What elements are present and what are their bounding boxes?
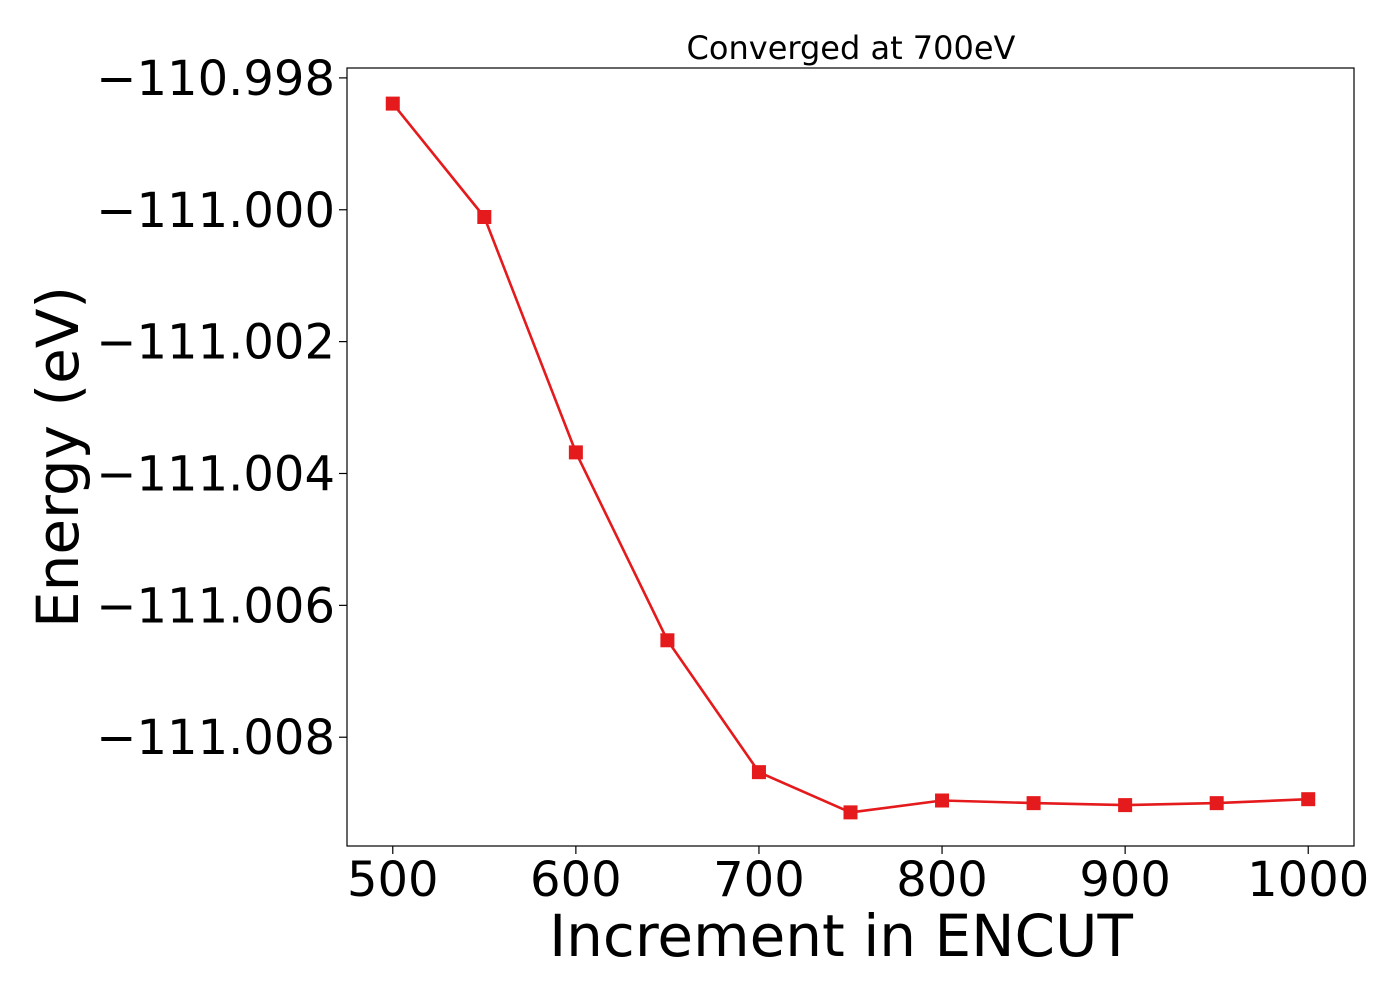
plot-frame xyxy=(346,67,1355,847)
x-axis-label: Increment in ENCUT xyxy=(549,902,1133,970)
data-point xyxy=(477,210,492,225)
series-line xyxy=(391,102,1309,814)
data-point xyxy=(843,805,858,820)
data-point xyxy=(1118,798,1133,813)
chart-title: Converged at 700eV xyxy=(687,29,1016,67)
x-tick-label: 500 xyxy=(347,852,439,908)
x-tick-label: 1000 xyxy=(1247,852,1369,908)
y-axis: −110.998 −111.000 −111.002 −111.004 −111.006… xyxy=(96,51,347,766)
x-tick-label: 800 xyxy=(896,852,988,908)
data-point xyxy=(1026,796,1041,811)
data-point xyxy=(1301,792,1316,807)
y-tick-label: −111.008 xyxy=(96,710,335,766)
data-point xyxy=(751,765,766,780)
data-point xyxy=(660,633,675,648)
data-point xyxy=(935,793,950,808)
data-point xyxy=(385,96,400,111)
data-point xyxy=(1209,796,1224,811)
series-layer xyxy=(385,96,1316,820)
y-tick-label: −111.002 xyxy=(96,315,335,371)
x-axis: 500 600 700 800 900 1000 xyxy=(347,846,1369,908)
y-tick-label: −110.998 xyxy=(96,51,335,107)
y-tick-label: −111.000 xyxy=(96,183,335,239)
y-tick-label: −111.006 xyxy=(96,578,335,634)
data-point xyxy=(568,445,583,460)
x-tick-label: 900 xyxy=(1079,852,1171,908)
x-tick-label: 600 xyxy=(530,852,622,908)
y-tick-label: −111.004 xyxy=(96,446,335,502)
y-axis-label: Energy (eV) xyxy=(24,286,92,628)
x-tick-label: 700 xyxy=(713,852,805,908)
